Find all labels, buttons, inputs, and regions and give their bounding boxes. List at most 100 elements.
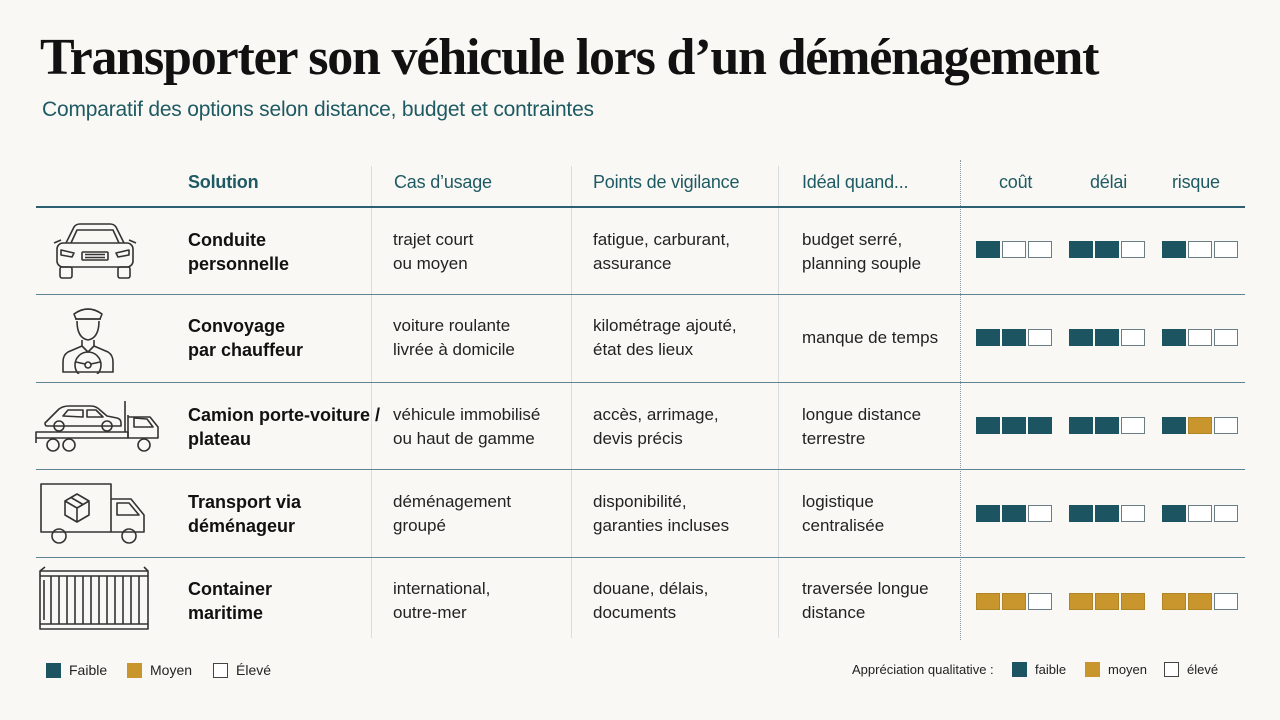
legend-swatch-eleve — [1164, 662, 1179, 677]
ideal-line: distance — [802, 603, 866, 622]
solution-line: Container — [188, 579, 273, 599]
vigilance-line: kilométrage ajouté, — [593, 316, 737, 335]
page-subtitle: Comparatif des options selon distance, b… — [42, 98, 594, 121]
rating-square-eleve — [1214, 241, 1238, 258]
usage-line: véhicule immobilisé — [393, 405, 541, 424]
rating-cout — [976, 593, 1052, 610]
row-divider — [36, 557, 1245, 558]
rating-square-eleve — [1002, 241, 1026, 258]
legend-right-label: Appréciation qualitative : — [852, 662, 994, 677]
rating-square-faible — [1162, 241, 1186, 258]
ideal-cell: manque de temps — [802, 326, 938, 350]
ideal-line: budget serré, — [802, 230, 903, 249]
vigilance-line: état des lieux — [593, 340, 694, 359]
rating-cout — [976, 417, 1052, 434]
solution-line: Convoyage — [188, 316, 286, 336]
rating-square-eleve — [1214, 505, 1238, 522]
solution-line: maritime — [188, 603, 264, 623]
legend-right-faible: faible — [1012, 662, 1066, 677]
page-title: Transporter son véhicule lors d’un démén… — [40, 29, 1099, 86]
legend-label: moyen — [1108, 662, 1148, 677]
vigilance-cell: accès, arrimage, devis précis — [593, 403, 719, 451]
rating-square-eleve — [1188, 505, 1212, 522]
rating-square-faible — [1002, 417, 1026, 434]
legend-swatch-moyen — [127, 662, 142, 678]
rating-square-faible — [1028, 417, 1052, 434]
row-solution-container: Container maritime — [188, 577, 272, 625]
rating-square-faible — [1002, 505, 1026, 522]
legend-moyen: Moyen — [127, 662, 192, 678]
rating-square-eleve — [1214, 329, 1238, 346]
header-usage: Cas d’usage — [394, 172, 492, 192]
solution-line: Conduite — [188, 230, 266, 250]
solution-line: déménageur — [188, 516, 296, 536]
rating-square-faible — [976, 329, 1000, 346]
legend-eleve: Élevé — [213, 662, 271, 678]
rating-square-eleve — [1028, 593, 1052, 610]
vigilance-line: documents — [593, 603, 677, 622]
rating-square-eleve — [1028, 505, 1052, 522]
rating-risque — [1162, 505, 1238, 522]
ideal-cell: budget serré, planning souple — [802, 228, 921, 276]
legend-right-moyen: moyen — [1085, 662, 1147, 677]
legend-swatch-faible — [1012, 662, 1027, 677]
usage-cell: trajet court ou moyen — [393, 228, 473, 276]
rating-square-eleve — [1121, 241, 1145, 258]
row-divider — [36, 469, 1245, 470]
usage-line: ou haut de gamme — [393, 429, 535, 448]
usage-cell: déménagement groupé — [393, 490, 511, 538]
rating-cout — [976, 329, 1052, 346]
rating-square-eleve — [1121, 329, 1145, 346]
rating-risque — [1162, 417, 1238, 434]
vigilance-line: garanties incluses — [593, 516, 730, 535]
usage-cell: international, outre-mer — [393, 577, 490, 625]
column-divider — [778, 166, 779, 638]
header-ideal: Idéal quand... — [802, 172, 909, 192]
rating-square-eleve — [1028, 241, 1052, 258]
rating-delai — [1069, 505, 1145, 522]
ideal-line: logistique — [802, 492, 874, 511]
ideal-cell: longue distance terrestre — [802, 403, 921, 451]
rating-delai — [1069, 329, 1145, 346]
rating-square-eleve — [1028, 329, 1052, 346]
usage-cell: voiture roulante livrée à domicile — [393, 314, 515, 362]
header-divider — [36, 206, 1245, 208]
vigilance-line: assurance — [593, 254, 672, 273]
rating-square-faible — [976, 241, 1000, 258]
shipping-container-icon — [39, 566, 149, 630]
rating-square-moyen — [1069, 593, 1093, 610]
rating-delai — [1069, 417, 1145, 434]
solution-line: personnelle — [188, 254, 290, 274]
rating-square-faible — [1069, 329, 1093, 346]
rating-square-moyen — [1121, 593, 1145, 610]
rating-square-faible — [1095, 241, 1119, 258]
rating-square-moyen — [1188, 593, 1212, 610]
header-risque: risque — [1172, 172, 1220, 192]
rating-square-faible — [1095, 505, 1119, 522]
rating-square-faible — [1095, 329, 1119, 346]
rating-square-faible — [1069, 417, 1093, 434]
rating-square-faible — [1002, 329, 1026, 346]
ideal-line: manque de temps — [802, 328, 939, 347]
usage-line: outre-mer — [393, 603, 467, 622]
rating-square-eleve — [1188, 241, 1212, 258]
ideal-line: terrestre — [802, 429, 866, 448]
chauffeur-icon — [62, 308, 114, 374]
solution-line: plateau — [188, 429, 252, 449]
usage-line: international, — [393, 579, 491, 598]
header-solution: Solution — [188, 172, 259, 192]
rating-square-faible — [1162, 505, 1186, 522]
rating-delai — [1069, 241, 1145, 258]
column-divider-dotted — [960, 160, 961, 640]
row-divider — [36, 294, 1245, 295]
row-divider — [36, 382, 1245, 383]
rating-square-eleve — [1121, 417, 1145, 434]
rating-square-moyen — [976, 593, 1000, 610]
usage-line: voiture roulante — [393, 316, 511, 335]
row-solution-demenageur: Transport via déménageur — [188, 490, 301, 538]
rating-square-moyen — [1162, 593, 1186, 610]
header-delai: délai — [1090, 172, 1128, 192]
vigilance-line: accès, arrimage, — [593, 405, 719, 424]
vigilance-line: disponibilité, — [593, 492, 687, 511]
vigilance-cell: fatigue, carburant, assurance — [593, 228, 730, 276]
